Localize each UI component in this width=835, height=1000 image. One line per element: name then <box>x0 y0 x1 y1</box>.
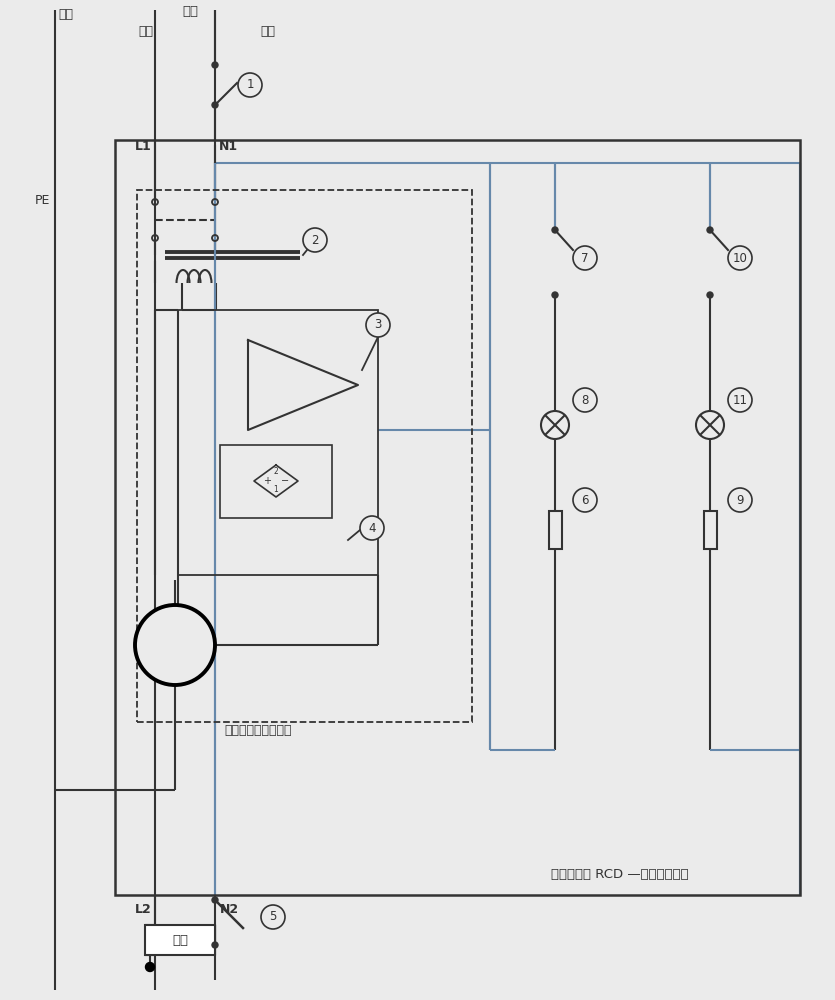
Circle shape <box>728 246 752 270</box>
Text: 漏电保护器 RCD —双测试电路型: 漏电保护器 RCD —双测试电路型 <box>551 868 689 882</box>
Circle shape <box>135 605 215 685</box>
Text: N1: N1 <box>219 140 238 153</box>
Text: 10: 10 <box>732 251 747 264</box>
Text: −: − <box>281 476 289 486</box>
Text: N2: N2 <box>220 903 239 916</box>
Text: 4: 4 <box>368 522 376 534</box>
Text: 11: 11 <box>732 393 747 406</box>
Circle shape <box>696 411 724 439</box>
Bar <box>137 190 472 722</box>
Circle shape <box>360 516 384 540</box>
Bar <box>115 140 800 895</box>
Circle shape <box>212 102 218 108</box>
Text: 地线: 地线 <box>58 8 73 21</box>
Circle shape <box>552 227 558 233</box>
Text: 1: 1 <box>274 486 278 494</box>
Bar <box>178 310 378 575</box>
Circle shape <box>366 313 390 337</box>
Text: 3: 3 <box>374 318 382 332</box>
Bar <box>145 925 215 955</box>
Text: 9: 9 <box>736 493 744 506</box>
Text: 漏电保护器主要结构: 漏电保护器主要结构 <box>225 724 291 736</box>
Circle shape <box>728 488 752 512</box>
Circle shape <box>261 905 285 929</box>
Bar <box>220 445 332 518</box>
Circle shape <box>303 228 327 252</box>
Text: 2: 2 <box>311 233 319 246</box>
Circle shape <box>707 292 713 298</box>
Circle shape <box>573 388 597 412</box>
Text: 8: 8 <box>581 393 589 406</box>
Text: 5: 5 <box>270 910 276 924</box>
Text: +: + <box>263 476 271 486</box>
Circle shape <box>212 942 218 948</box>
Circle shape <box>212 897 218 903</box>
Circle shape <box>552 292 558 298</box>
Circle shape <box>541 411 569 439</box>
Circle shape <box>238 73 262 97</box>
Text: 7: 7 <box>581 251 589 264</box>
Text: 火线: 火线 <box>138 25 153 38</box>
Text: PE: PE <box>34 194 50 207</box>
Text: L1: L1 <box>135 140 152 153</box>
Circle shape <box>212 62 218 68</box>
Bar <box>549 511 561 549</box>
Text: 2: 2 <box>274 468 278 477</box>
Text: 零线: 零线 <box>260 25 275 38</box>
Circle shape <box>707 227 713 233</box>
Bar <box>704 511 716 549</box>
Text: 1: 1 <box>246 79 254 92</box>
Text: L2: L2 <box>135 903 152 916</box>
Circle shape <box>573 246 597 270</box>
Text: 负载: 负载 <box>172 934 188 946</box>
Text: 电源: 电源 <box>182 5 198 18</box>
Circle shape <box>145 962 154 972</box>
Circle shape <box>573 488 597 512</box>
Text: 6: 6 <box>581 493 589 506</box>
Circle shape <box>728 388 752 412</box>
